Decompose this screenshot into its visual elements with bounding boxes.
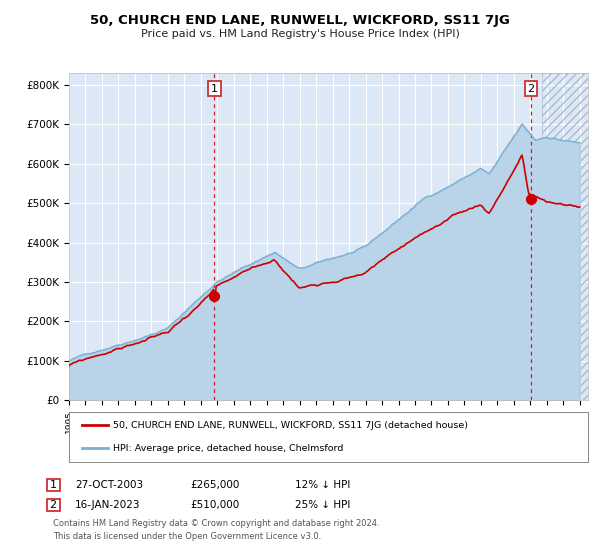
Text: 16-JAN-2023: 16-JAN-2023 bbox=[75, 500, 140, 510]
Text: 1: 1 bbox=[211, 83, 218, 94]
Text: This data is licensed under the Open Government Licence v3.0.: This data is licensed under the Open Gov… bbox=[53, 533, 322, 542]
Text: 1: 1 bbox=[49, 480, 56, 490]
Bar bbox=[47, 479, 59, 491]
Text: 25% ↓ HPI: 25% ↓ HPI bbox=[295, 500, 350, 510]
Text: 2: 2 bbox=[527, 83, 535, 94]
Text: 50, CHURCH END LANE, RUNWELL, WICKFORD, SS11 7JG: 50, CHURCH END LANE, RUNWELL, WICKFORD, … bbox=[90, 14, 510, 27]
Text: 50, CHURCH END LANE, RUNWELL, WICKFORD, SS11 7JG (detached house): 50, CHURCH END LANE, RUNWELL, WICKFORD, … bbox=[113, 421, 468, 430]
Text: 12% ↓ HPI: 12% ↓ HPI bbox=[295, 480, 350, 490]
Text: Price paid vs. HM Land Registry's House Price Index (HPI): Price paid vs. HM Land Registry's House … bbox=[140, 29, 460, 39]
Text: £510,000: £510,000 bbox=[190, 500, 239, 510]
Bar bbox=[47, 498, 59, 511]
Text: £265,000: £265,000 bbox=[190, 480, 239, 490]
Text: 27-OCT-2003: 27-OCT-2003 bbox=[75, 480, 143, 490]
Text: HPI: Average price, detached house, Chelmsford: HPI: Average price, detached house, Chel… bbox=[113, 444, 343, 453]
Text: Contains HM Land Registry data © Crown copyright and database right 2024.: Contains HM Land Registry data © Crown c… bbox=[53, 520, 380, 529]
Text: 2: 2 bbox=[49, 500, 56, 510]
